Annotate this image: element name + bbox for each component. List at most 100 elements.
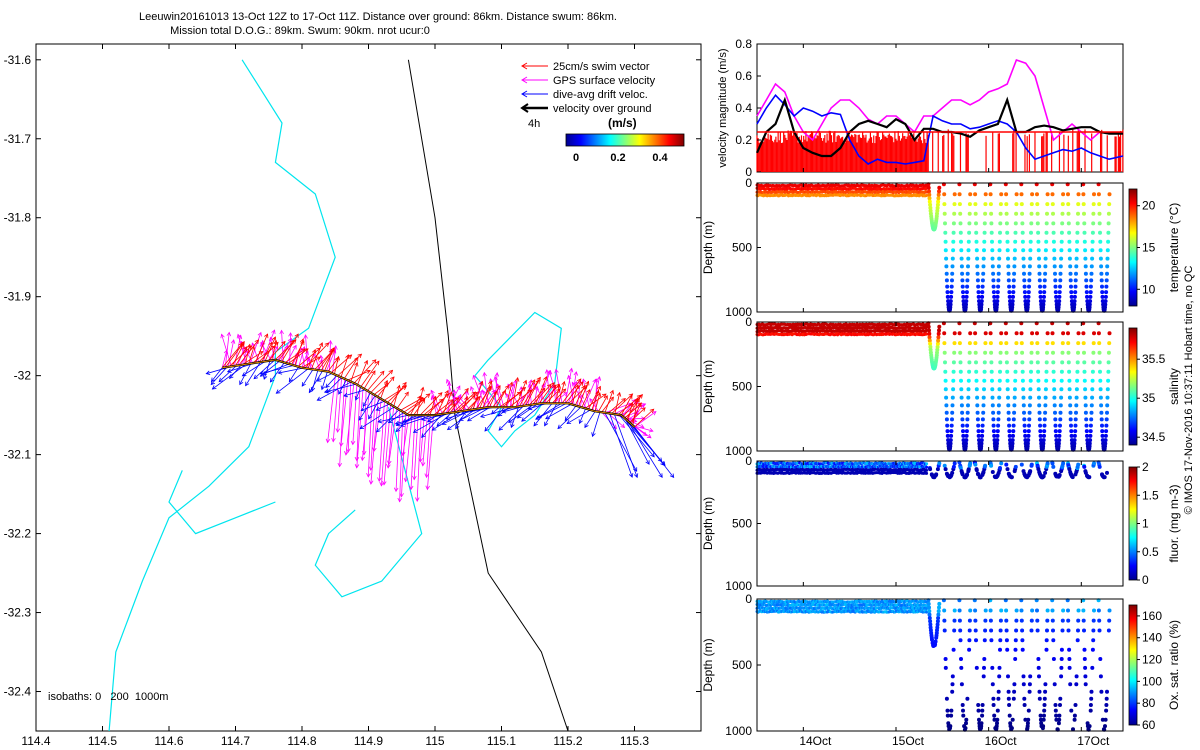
gps-vector	[408, 415, 416, 491]
swim-vector	[581, 388, 591, 408]
speed-colorbar-tick-2: 0.4	[652, 152, 668, 164]
swim-vector	[353, 359, 377, 384]
gps-vector	[335, 377, 343, 433]
drift-vector	[535, 402, 567, 420]
map-y-tick-label: -32.3	[4, 606, 32, 620]
swim-vector	[574, 385, 586, 406]
swim-vector	[515, 379, 528, 408]
colorbar-tick-label: 15	[1142, 241, 1156, 255]
swim-vector	[627, 402, 634, 422]
swim-vector	[632, 397, 640, 426]
legend-ground-label: velocity over ground	[553, 103, 651, 115]
swim-vector	[294, 338, 305, 366]
swim-vector	[231, 343, 245, 367]
drift-vector	[323, 383, 357, 394]
swim-vector	[522, 376, 541, 407]
map-x-tick-label: 115.1	[487, 734, 516, 748]
swim-vector	[244, 343, 252, 365]
swim-vector	[462, 395, 469, 412]
swim-vector	[221, 342, 243, 369]
gps-vector	[386, 406, 395, 469]
map-x-tick-label: 115.3	[620, 734, 649, 748]
swim-vector	[479, 380, 493, 409]
map-panel: 114.4 114.5 114.6 114.7 114.8 114.9 115 115.1 11…	[4, 43, 702, 748]
colorbar-label: salinity	[1167, 368, 1181, 405]
map-y-tick-label: -31.9	[4, 290, 32, 304]
swim-vector	[367, 370, 385, 392]
drift-vector	[624, 418, 650, 465]
swim-vector	[620, 394, 633, 416]
swim-vector	[545, 388, 561, 404]
section-frame	[756, 460, 1124, 587]
drift-vector	[211, 363, 247, 390]
drift-vector	[394, 414, 428, 426]
gps-vector	[430, 389, 444, 415]
colorbar-tick-label: 160	[1142, 609, 1162, 623]
swim-vector	[264, 336, 277, 362]
colorbar-units-label: (m/s)	[608, 116, 637, 130]
swim-vector	[360, 360, 380, 388]
drift-vector	[253, 359, 276, 380]
swim-vector	[452, 391, 477, 413]
drift-vector	[326, 377, 343, 394]
interval-label: 4h	[528, 118, 540, 130]
velocity-y-axis: 0 0.2 0.4 0.6 0.8	[735, 37, 761, 179]
drift-vector	[578, 408, 587, 425]
drift-vector	[591, 411, 601, 438]
swim-vector	[347, 369, 371, 381]
swim-vector	[400, 397, 424, 411]
swim-vector	[469, 396, 479, 411]
swim-vector	[310, 342, 324, 370]
swim-vector	[376, 376, 395, 397]
gps-vector	[382, 404, 392, 486]
swim-vector	[436, 389, 449, 416]
swim-vector	[485, 385, 501, 408]
drift-vector	[354, 386, 362, 401]
drift-vector	[308, 370, 323, 394]
swim-vector	[433, 399, 454, 416]
map-x-axis: 114.4 114.5 114.6 114.7 114.8 114.9 115 115.1 11…	[21, 44, 649, 748]
velocity-y-tick-label: 0.4	[735, 101, 752, 115]
swim-vector	[495, 389, 506, 408]
colorbar-label: Ox. sat. ratio (%)	[1167, 620, 1181, 710]
gps-vector	[368, 397, 379, 485]
swim-vector	[634, 408, 655, 428]
drift-vector	[566, 409, 591, 425]
date-tick-label: 14Oct	[799, 734, 832, 748]
drift-vector	[325, 375, 338, 389]
gps-vector	[412, 415, 419, 481]
gps-vector	[236, 333, 248, 365]
drift-vector	[431, 410, 462, 431]
swim-vector	[555, 383, 561, 404]
velocity-panel: 0 0.2 0.4 0.6 0.8 velocity magnitude (m/s)	[717, 37, 1124, 179]
section-colorbar	[1128, 466, 1138, 581]
map-y-tick-label: -31.8	[4, 211, 32, 225]
drift-vector	[210, 366, 228, 386]
swim-vector	[624, 402, 643, 419]
swim-vector	[442, 391, 453, 415]
drift-vector	[218, 365, 237, 383]
drift-vector	[360, 400, 385, 412]
gps-vector	[344, 382, 355, 456]
drift-vector	[400, 414, 433, 427]
title-line-2: Mission total D.O.G.: 89km. Swum: 90km. …	[170, 25, 430, 37]
gps-vector	[224, 331, 232, 368]
title-line-1: Leeuwin20161013 13-Oct 12Z to 17-Oct 11Z…	[139, 11, 617, 23]
swim-vector	[406, 393, 431, 415]
swim-vector	[238, 339, 260, 366]
drift-vector	[375, 409, 400, 433]
section-y-tick-label: 0	[745, 176, 752, 190]
map-x-tick-label: 115	[425, 734, 444, 748]
date-axis: 14Oct 15Oct 16Oct 17Oct	[799, 44, 1110, 748]
drift-vector	[466, 406, 491, 422]
swim-vector	[343, 356, 359, 379]
legend-drift-arrowhead-icon	[521, 90, 528, 98]
drift-vector	[395, 414, 414, 433]
colorbar-tick-label: 60	[1142, 718, 1156, 732]
swim-vector	[505, 381, 514, 408]
colorbar-tick-label: 1.5	[1142, 488, 1159, 502]
swim-vector	[235, 346, 248, 367]
velocity-y-tick-label: 0	[745, 165, 752, 179]
swim-vector	[489, 390, 498, 408]
